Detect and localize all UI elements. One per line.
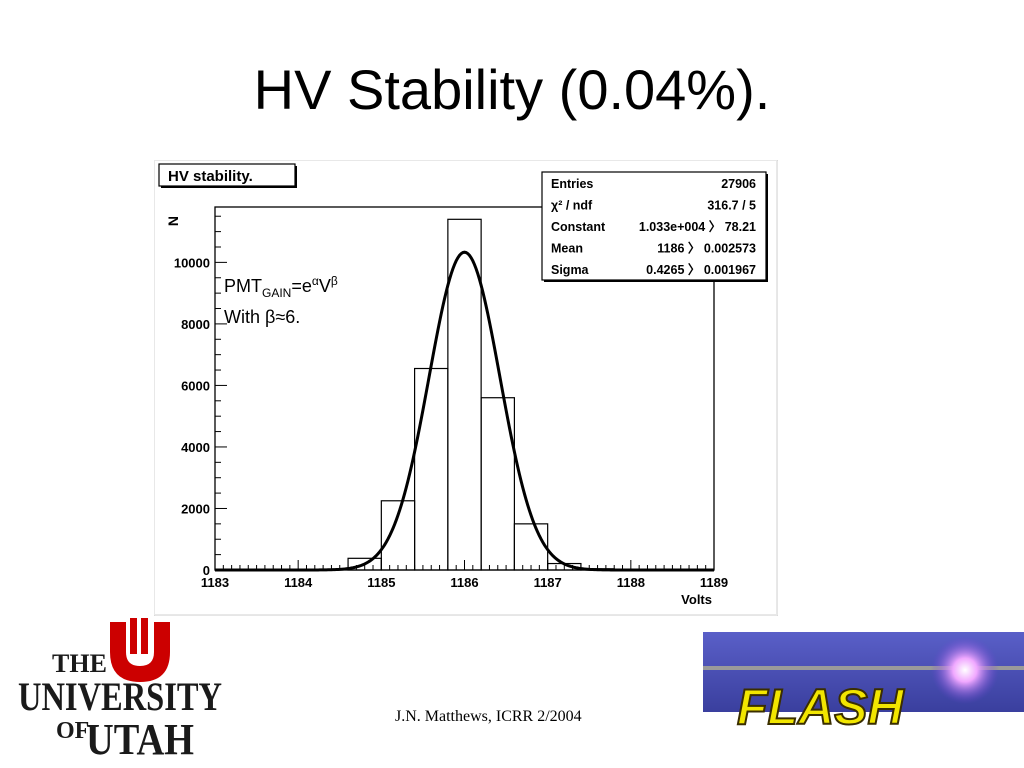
canvas-inner-frame	[154, 160, 777, 615]
formula-alpha-sup: α	[312, 274, 319, 288]
stats-label: Sigma	[551, 263, 590, 277]
y-tick-label: 0	[203, 563, 210, 578]
formula-beta-sup: β	[331, 274, 338, 288]
y-tick-label: 10000	[174, 255, 210, 270]
stats-box-shadow	[544, 280, 768, 282]
stats-box-shadow-side	[766, 174, 768, 282]
utah-utah: UTAH	[86, 715, 194, 760]
axis-ticks: 1183 1184 1185 1186 1187 1188 1189 0 2000 4000 600…	[174, 215, 728, 590]
utah-u-bar-1	[130, 618, 137, 654]
stats-value: 27906	[721, 177, 756, 191]
stats-label: Constant	[551, 220, 606, 234]
stats-rows: Entries 27906 χ² / ndf 316.7 / 5 Constant 1.0…	[551, 177, 756, 277]
formula-eq-e: =e	[291, 276, 312, 296]
hist-title-shadow-side	[295, 166, 297, 188]
utah-the: THE	[52, 649, 107, 678]
histogram-bin	[480, 397, 515, 571]
formula-pmt: PMT	[224, 276, 262, 296]
x-tick-label: 1187	[534, 575, 562, 590]
x-axis-label: Volts	[681, 592, 712, 607]
flash-text: FLASH	[737, 679, 905, 735]
y-tick-label: 6000	[181, 378, 210, 393]
stats-box: Entries 27906 χ² / ndf 316.7 / 5 Constant 1.0…	[541, 171, 768, 282]
utah-u-mark	[110, 622, 170, 682]
utah-logo-graphic: THE UNIVERSITY OF UTAH	[18, 618, 222, 764]
utah-university: UNIVERSITY	[18, 674, 222, 719]
hist-title: HV stability.	[168, 168, 253, 185]
x-tick-label: 1184	[284, 575, 313, 590]
stats-value: 1186 〉 0.002573	[657, 241, 756, 256]
utah-u-bar-2	[141, 618, 148, 654]
x-tick-label: 1183	[201, 575, 229, 590]
histogram-bin	[447, 218, 482, 571]
histogram-panel: HV stability. N Volts 1183 1184 1185 1186 11…	[153, 159, 779, 621]
stats-value: 1.033e+004 〉 78.21	[639, 219, 756, 234]
flash-star-icon	[931, 636, 999, 704]
stats-label: χ² / ndf	[551, 199, 593, 213]
stats-value: 0.4265 〉 0.001967	[646, 262, 756, 277]
slide-footer: J.N. Matthews, ICRR 2/2004	[395, 708, 582, 725]
formula-v: V	[319, 276, 331, 296]
x-tick-label: 1186	[450, 575, 478, 590]
hist-title-shadow	[161, 186, 297, 188]
university-of-utah-logo: THE UNIVERSITY OF UTAH	[14, 618, 226, 765]
gaussian-fit-curve	[215, 250, 714, 572]
beta-note: With β≈6.	[224, 307, 300, 327]
pmt-gain-formula: PMTGAIN=eαVβ	[224, 274, 338, 300]
formula-gain-sub: GAIN	[262, 286, 291, 300]
histogram-bins	[347, 218, 615, 571]
flash-logo-graphic: FLASH	[703, 632, 1024, 736]
stats-label: Entries	[551, 177, 593, 191]
stats-value: 316.7 / 5	[707, 199, 756, 213]
x-tick-label: 1188	[617, 575, 645, 590]
histogram-chart: HV stability. N Volts 1183 1184 1185 1186 11…	[153, 159, 779, 617]
y-axis-label: N	[165, 216, 181, 226]
histogram-bin	[513, 523, 549, 571]
y-tick-label: 2000	[181, 501, 210, 516]
x-tick-label: 1185	[367, 575, 395, 590]
y-tick-label: 8000	[181, 317, 210, 332]
flash-logo: FLASH	[703, 632, 1024, 747]
x-tick-label: 1189	[700, 575, 728, 590]
utah-of: OF	[56, 718, 89, 744]
stats-label: Mean	[551, 242, 583, 256]
y-tick-label: 4000	[181, 440, 210, 455]
flash-stripe	[703, 666, 1024, 670]
slide-title: HV Stability (0.04%).	[253, 58, 771, 121]
